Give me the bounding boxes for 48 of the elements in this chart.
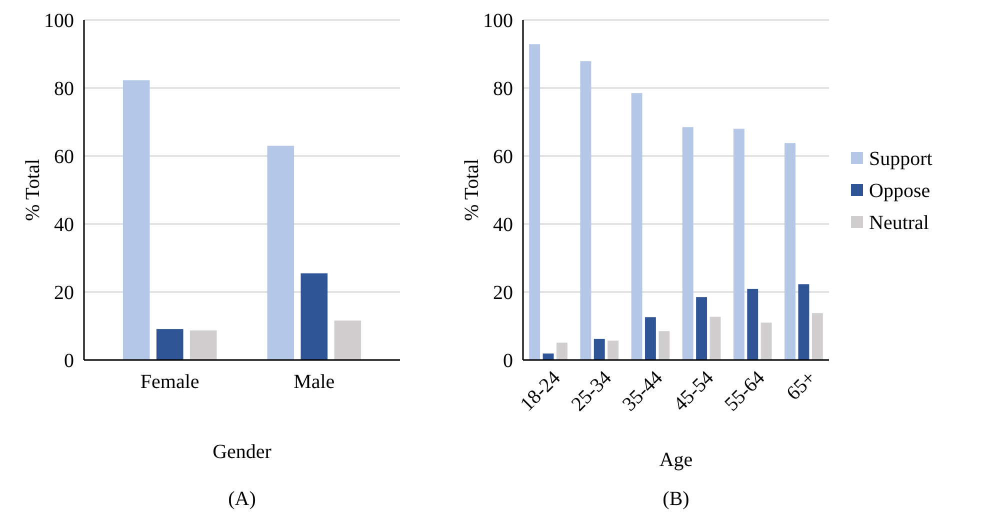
- y-tick-label: 80: [54, 78, 74, 100]
- legend-label: Neutral: [869, 212, 930, 234]
- bar: [760, 322, 772, 360]
- y-tick-label: 60: [54, 146, 74, 168]
- bar: [156, 329, 184, 360]
- y-tick-label: 0: [64, 350, 74, 372]
- bar: [747, 288, 758, 360]
- bar: [644, 317, 656, 360]
- bar: [812, 313, 823, 360]
- bar: [556, 342, 568, 360]
- bar: [710, 316, 721, 360]
- y-tick-label: 40: [54, 214, 74, 236]
- text: (A): [228, 488, 256, 510]
- bar: [658, 331, 670, 360]
- bar: [529, 44, 540, 360]
- bar: [682, 127, 694, 360]
- x-tick-label: 65+: [782, 366, 820, 405]
- x-axis-title: Age: [659, 449, 693, 471]
- y-tick-label: 40: [493, 214, 513, 236]
- bar: [542, 354, 554, 360]
- bar: [631, 93, 642, 360]
- bar: [733, 128, 744, 360]
- bar: [784, 143, 796, 360]
- bar: [334, 320, 362, 360]
- text: (B): [662, 488, 690, 510]
- bar: [594, 338, 605, 360]
- y-tick-label: 0: [503, 350, 513, 372]
- legend-label: Support: [869, 148, 933, 170]
- bar: [300, 273, 328, 360]
- y-axis-title: % Total: [461, 158, 483, 222]
- bar: [190, 330, 217, 360]
- bar: [798, 284, 810, 360]
- bar: [580, 61, 592, 360]
- y-tick-label: 60: [493, 146, 513, 168]
- bar: [122, 80, 150, 360]
- y-tick-label: 20: [493, 282, 513, 304]
- x-tick-label: Male: [294, 371, 335, 393]
- y-tick-label: 100: [483, 10, 513, 32]
- bar: [696, 297, 708, 360]
- legend-label: Oppose: [869, 180, 930, 202]
- x-axis-title: Gender: [212, 441, 272, 463]
- y-tick-label: 80: [493, 78, 513, 100]
- y-tick-label: 20: [54, 282, 74, 304]
- bar: [267, 146, 294, 360]
- y-tick-label: 100: [44, 10, 74, 32]
- bar: [608, 340, 619, 360]
- x-tick-label: Female: [140, 371, 200, 393]
- y-axis-title: % Total: [22, 158, 44, 222]
